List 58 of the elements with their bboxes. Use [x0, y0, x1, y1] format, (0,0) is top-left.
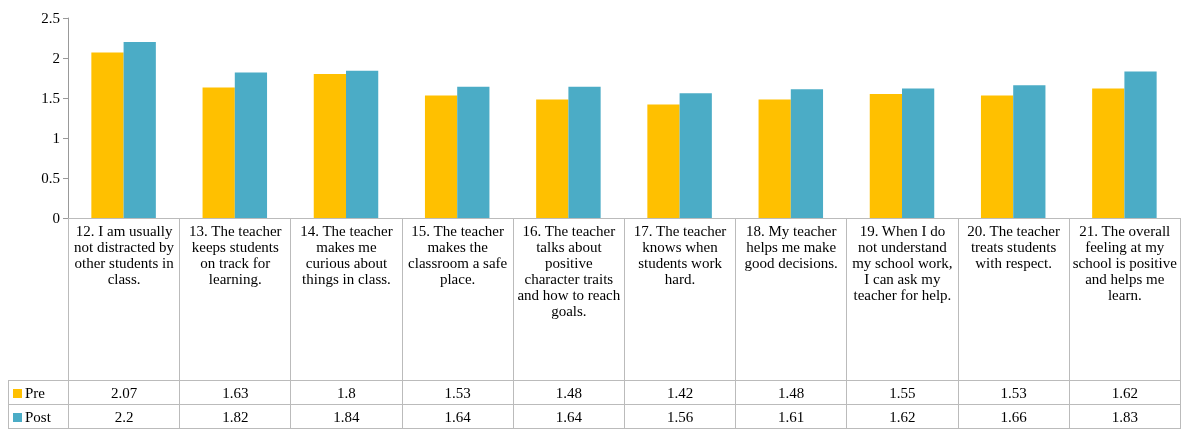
y-tick-label: 2 — [52, 50, 60, 66]
bar — [869, 94, 902, 218]
data-label: 1.48 — [513, 380, 625, 405]
data-label: 1.66 — [958, 404, 1070, 429]
y-tick-label: 1.5 — [41, 90, 60, 106]
x-tick-label: 12. I am usually not distracted by other students in class. — [68, 218, 180, 381]
bar — [346, 70, 379, 218]
data-label: 1.83 — [1069, 404, 1181, 429]
bar — [758, 99, 791, 218]
bar — [457, 86, 490, 218]
bar — [91, 52, 124, 218]
x-tick-label: 20. The teacher treats students with respect. — [958, 218, 1070, 381]
bar — [679, 93, 712, 218]
data-label: 1.8 — [290, 380, 403, 405]
x-tick-label: 21. The overall feeling at my school is positive and helps me learn. — [1069, 218, 1181, 381]
bar — [1124, 71, 1157, 218]
bar — [568, 86, 601, 218]
data-label: 1.64 — [513, 404, 625, 429]
x-tick-label: 19. When I do not understand my school work, I can ask my teacher for help. — [846, 218, 958, 381]
data-label: 1.84 — [290, 404, 403, 429]
y-tick-label: 2.5 — [41, 10, 60, 26]
bar — [424, 95, 458, 218]
x-tick-label: 13. The teacher keeps students on track for learning. — [179, 218, 291, 381]
data-label: 1.53 — [402, 380, 514, 405]
x-tick-label: 17. The teacher knows when students work hard. — [624, 218, 736, 381]
data-label: 2.07 — [68, 380, 180, 405]
data-label: 1.61 — [735, 404, 847, 429]
bar — [902, 88, 935, 218]
bar — [202, 87, 235, 218]
x-tick-label: 18. My teacher helps me make good decisions. — [735, 218, 847, 381]
data-label: 1.82 — [179, 404, 291, 429]
y-tick-label: 0.5 — [41, 170, 60, 186]
data-label: 1.62 — [846, 404, 958, 429]
x-tick-label: 15. The teacher makes the classroom a safe place. — [402, 218, 514, 381]
bar — [647, 104, 680, 218]
bar — [1013, 85, 1046, 218]
bar — [234, 72, 268, 218]
x-tick-label: 14. The teacher makes me curious about things in class. — [290, 218, 403, 381]
bar — [313, 74, 346, 218]
data-label: 1.42 — [624, 380, 736, 405]
data-label: 1.56 — [624, 404, 736, 429]
data-label: 1.62 — [1069, 380, 1181, 405]
y-tick-label: 0 — [52, 210, 60, 226]
data-label: 1.63 — [179, 380, 291, 405]
data-label: 1.55 — [846, 380, 958, 405]
bar — [123, 42, 156, 218]
bar — [790, 89, 824, 218]
bar — [980, 95, 1014, 218]
bar — [536, 99, 569, 218]
data-label: 2.2 — [68, 404, 180, 429]
y-tick-label: 1 — [52, 130, 60, 146]
data-label: 1.64 — [402, 404, 514, 429]
data-label: 1.53 — [958, 380, 1070, 405]
data-label: 1.48 — [735, 380, 847, 405]
legend-label: Pre — [8, 380, 69, 405]
bar — [1092, 88, 1125, 218]
x-tick-label: 16. The teacher talks about positive character traits and how to reach goals. — [513, 218, 625, 381]
legend-label: Post — [8, 404, 69, 429]
